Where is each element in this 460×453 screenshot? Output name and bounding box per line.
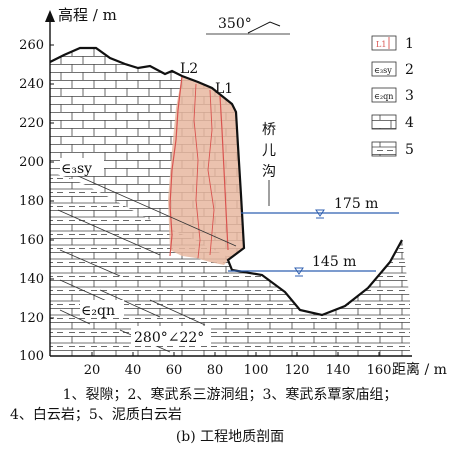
fracture-label-l1: L1 [215, 81, 233, 97]
legend-swatch-fracture [371, 35, 397, 51]
caption-legend-line-2: 4、白云岩；5、泥质白云岩 [10, 407, 182, 423]
bedding-dip-lines [57, 167, 237, 353]
legend-swatch-qinjiamiao [371, 87, 397, 103]
water-level-145-label: 145 m [312, 254, 356, 270]
lower-shale-mass [50, 172, 410, 356]
gully-label-char: 沟 [262, 164, 276, 180]
fracture-label-l2: L2 [180, 61, 198, 77]
legend-swatch-label: ∈₂qn [374, 92, 393, 101]
bedding-attitude: 280°∠22° [134, 330, 204, 346]
x-tick-label: 20 [84, 363, 101, 378]
orientation-arrow-icon [247, 21, 281, 34]
fracture-zone [168, 76, 244, 265]
caption-legend-line-1: 1、裂隙；2、寒武系三游洞组；3、寒武系覃家庙组； [62, 387, 398, 403]
fracture-line-inner [193, 83, 201, 259]
legend-number: 2 [405, 62, 414, 78]
fracture-line-inner-2 [207, 89, 215, 256]
water-level-175-label: 175 m [334, 196, 378, 212]
section-orientation: 350° [218, 16, 252, 32]
x-axis-title: 距离 / m [392, 361, 447, 378]
x-ticks [91, 352, 380, 356]
y-tick-label: 220 [19, 116, 44, 131]
legend-number: 5 [405, 142, 414, 158]
ground-surface-line [49, 46, 403, 317]
formation-label-sanyoudong: ∈₃sy [61, 161, 92, 177]
y-axis-title: 高程 / m [58, 6, 117, 24]
legend: L1 1 ∈₃sy 2 ∈₂qn 3 4 5 [371, 35, 414, 158]
y-ticks [50, 44, 54, 319]
legend-swatch-sanyoudong [371, 61, 397, 77]
y-tick-label: 100 [19, 349, 44, 364]
fracture-line-l2 [169, 75, 183, 257]
water-level-175-marker [315, 209, 325, 217]
legend-swatch-label: L1 [376, 40, 386, 49]
y-tick-label: 260 [19, 38, 44, 53]
legend-swatch-label: ∈₃sy [374, 66, 392, 75]
y-tick-label: 240 [19, 77, 44, 92]
legend-number: 1 [405, 36, 414, 52]
x-tick-label: 40 [125, 363, 142, 378]
legend-swatch-argillaceous-dolomite [371, 141, 397, 157]
x-tick-label: 80 [207, 363, 224, 378]
legend-number: 3 [405, 88, 414, 104]
formation-label-qinjiamiao: ∈₂qn [81, 303, 115, 319]
legend-number: 4 [405, 115, 414, 131]
fracture-line-l1 [219, 95, 229, 251]
gully-label-char: 桥 [262, 122, 276, 138]
x-tick-label: 120 [285, 363, 310, 378]
water-level-145-marker [294, 267, 304, 275]
x-tick-label: 160 [367, 363, 392, 378]
y-tick-label: 180 [19, 194, 44, 209]
x-tick-label: 100 [244, 363, 269, 378]
y-axis-arrow [45, 10, 55, 22]
y-tick-label: 140 [19, 272, 44, 287]
y-tick-label: 160 [19, 233, 44, 248]
y-tick-label: 120 [19, 311, 44, 326]
y-tick-label: 200 [19, 155, 44, 170]
x-tick-label: 140 [326, 363, 351, 378]
legend-swatch-dolomite [371, 114, 397, 130]
figure-title: (b) 工程地质剖面 [175, 429, 285, 445]
x-tick-label: 60 [166, 363, 183, 378]
gully-label-char: 儿 [262, 143, 276, 159]
